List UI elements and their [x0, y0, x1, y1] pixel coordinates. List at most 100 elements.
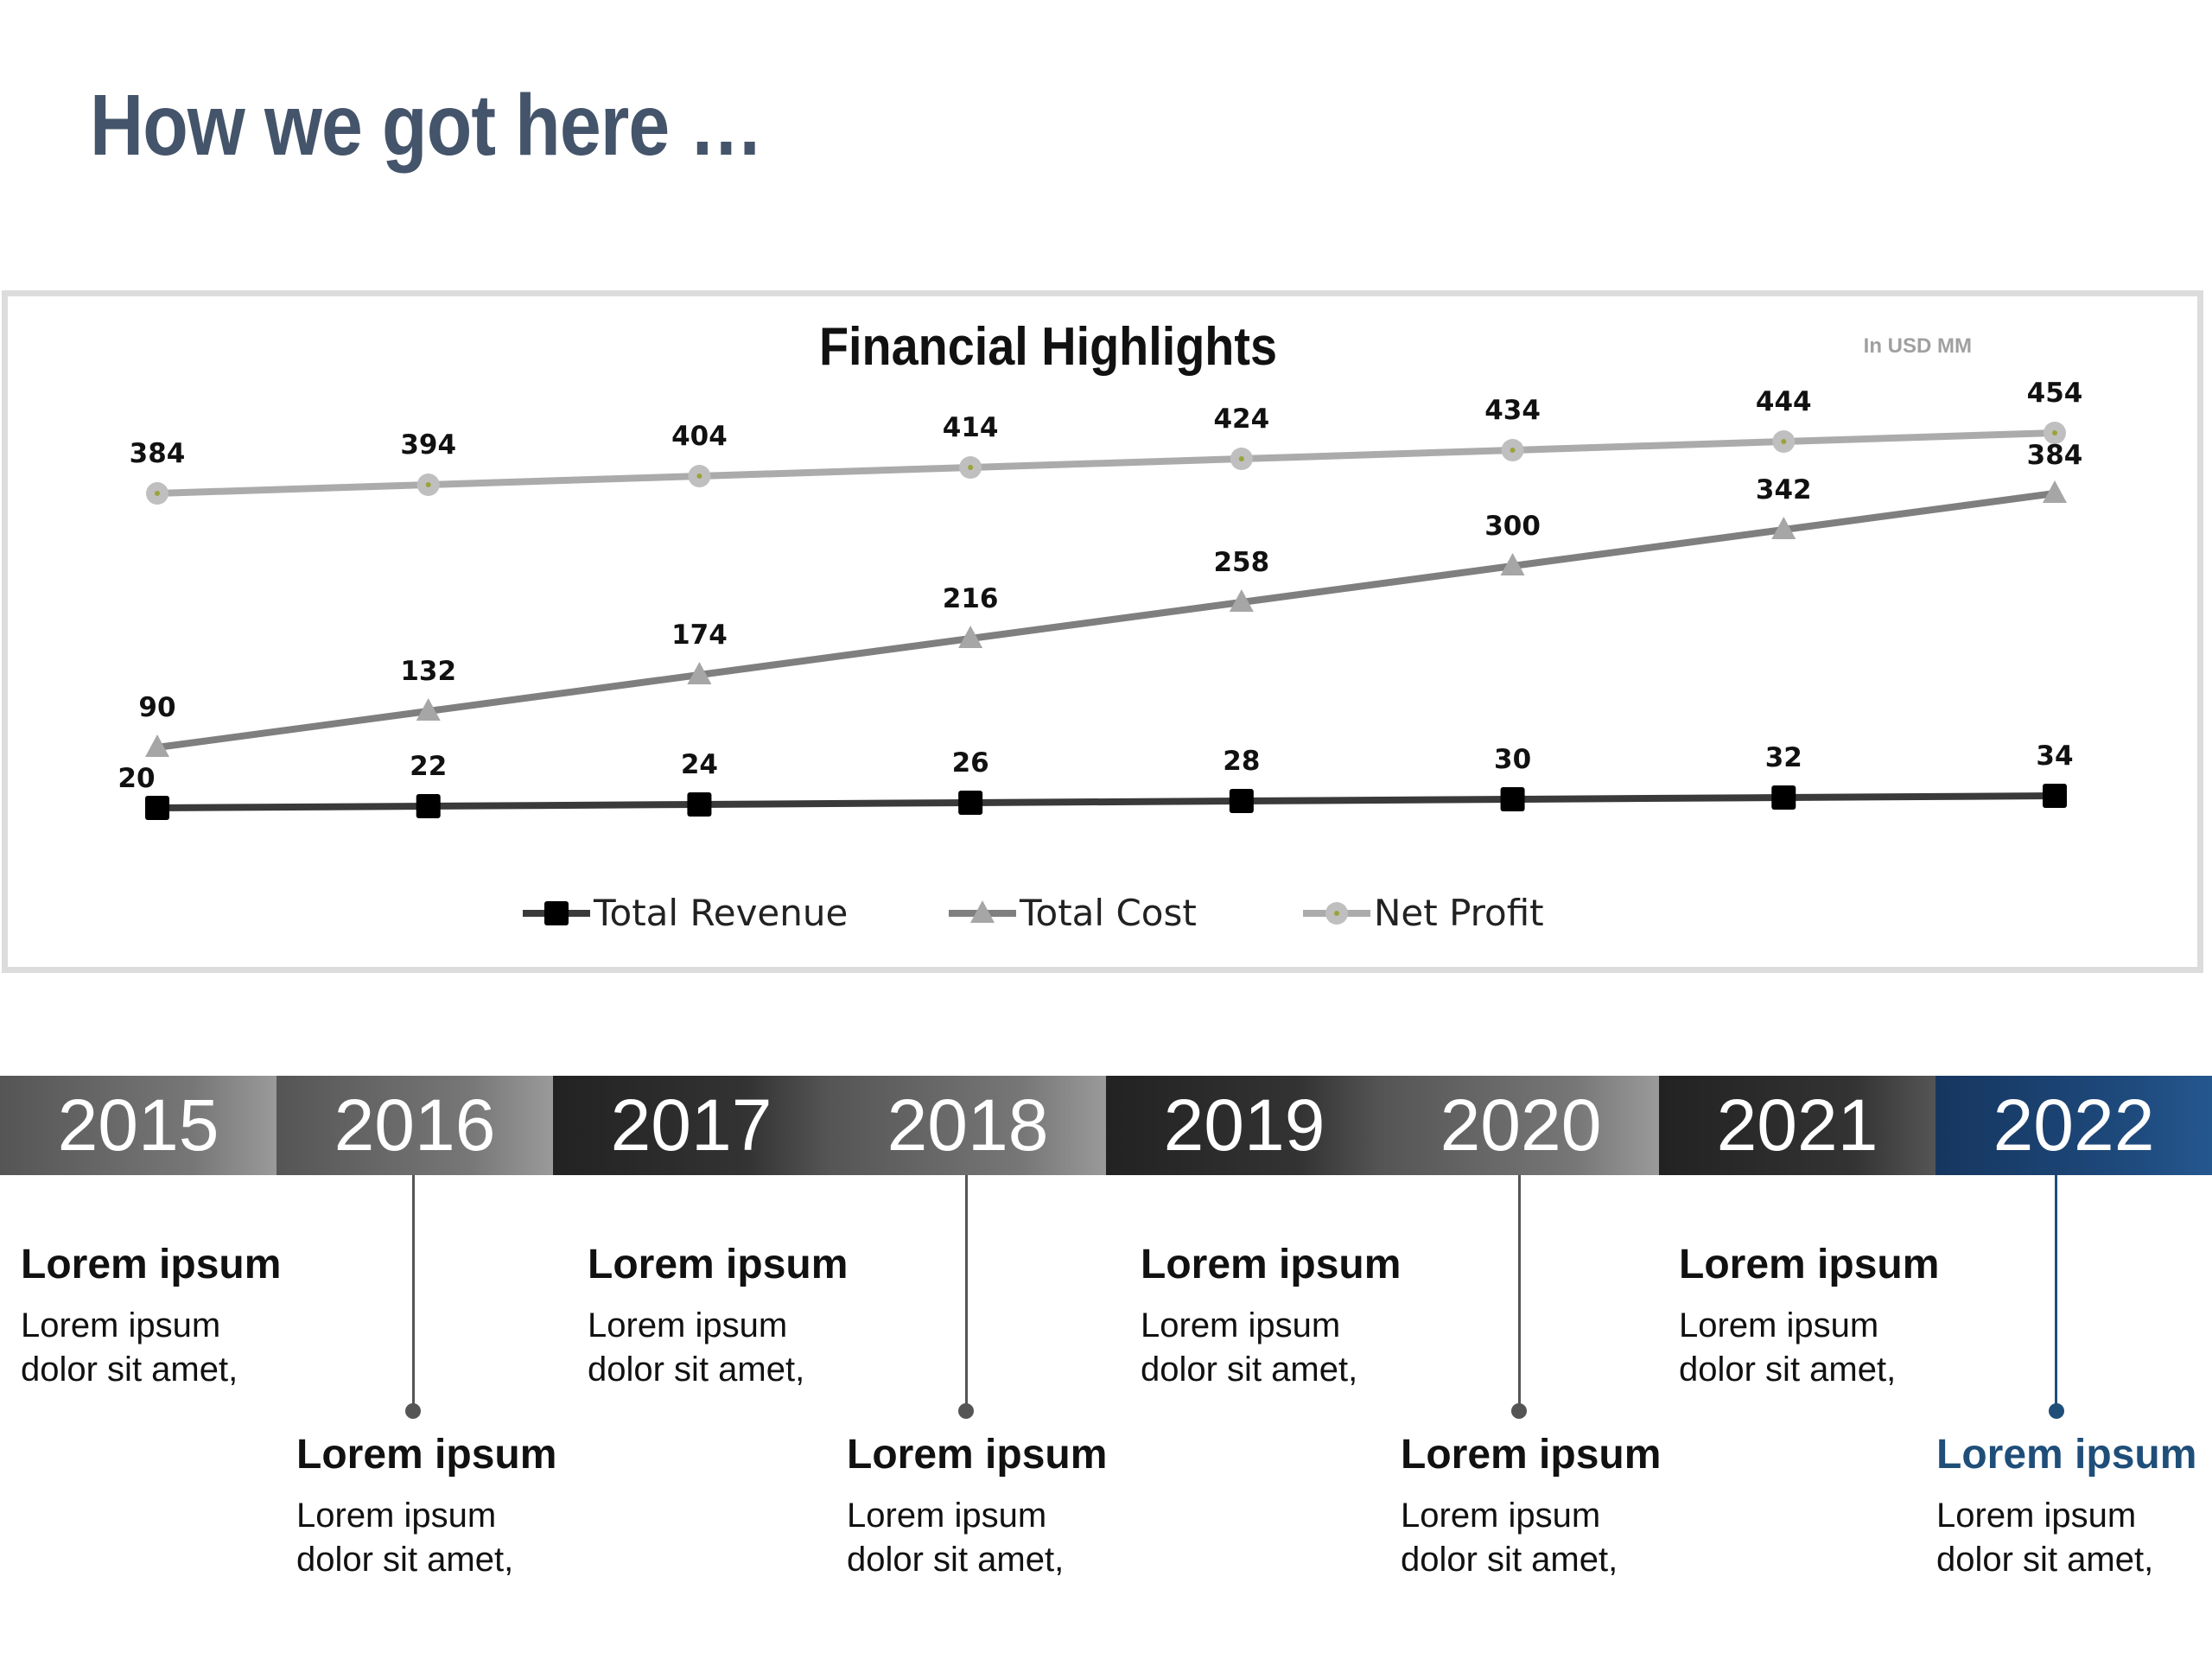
data-point-0 [2043, 784, 2067, 808]
series-line-0 [156, 792, 2056, 811]
data-point-0 [1771, 785, 1796, 810]
data-label: 22 [410, 751, 447, 782]
data-point-0 [145, 796, 169, 820]
timeline-year-2021: 2021 [1659, 1076, 1936, 1175]
note-title: Lorem ipsum [847, 1432, 1108, 1478]
legend-label: Net Profit [1374, 892, 1544, 934]
data-point-2-center [696, 474, 702, 479]
timeline-note-2019: Lorem ipsum Lorem ipsum dolor sit amet, [1141, 1241, 1426, 1392]
chart-frame [2, 290, 2203, 973]
data-label: 394 [400, 429, 456, 461]
data-point-2-center [1510, 448, 1516, 453]
note-line: Lorem ipsum [296, 1497, 497, 1535]
note-line: dolor sit amet, [1679, 1351, 1897, 1389]
data-point-2 [416, 474, 440, 496]
data-point-2 [1501, 439, 1524, 461]
timeline-connector [965, 1175, 968, 1410]
data-label: 258 [1213, 547, 1269, 578]
note-line: Lorem ipsum [588, 1306, 788, 1344]
data-label: 32 [1765, 742, 1802, 773]
note-line: dolor sit amet, [1401, 1541, 1618, 1579]
note-line: Lorem ipsum [1936, 1497, 2137, 1535]
legend-marker [544, 901, 569, 925]
timeline-year-2022: 2022 [1936, 1076, 2212, 1175]
data-label: 34 [2036, 741, 2073, 772]
data-label: 444 [1756, 386, 1812, 417]
note-line: dolor sit amet, [588, 1351, 805, 1389]
data-label: 30 [1494, 744, 1531, 775]
note-line: dolor sit amet, [296, 1541, 514, 1579]
data-label: 24 [681, 749, 718, 780]
data-label: 90 [138, 692, 175, 723]
series-line-1 [156, 490, 2056, 751]
data-point-2 [2044, 422, 2066, 444]
note-title: Lorem ipsum [21, 1242, 282, 1287]
note-title: Lorem ipsum [1141, 1242, 1402, 1287]
note-line: Lorem ipsum [1141, 1306, 1341, 1344]
data-point-1 [1771, 517, 1796, 539]
timeline-dot [1511, 1403, 1527, 1419]
data-point-1 [1229, 589, 1254, 612]
timeline-note-2022: Lorem ipsum Lorem ipsum dolor sit amet, [1936, 1431, 2212, 1582]
data-label: 300 [1484, 511, 1541, 542]
note-title: Lorem ipsum [1679, 1242, 1940, 1287]
timeline-note-2017: Lorem ipsum Lorem ipsum dolor sit amet, [588, 1241, 873, 1392]
timeline-note-2020: Lorem ipsum Lorem ipsum dolor sit amet, [1401, 1431, 1686, 1582]
note-line: dolor sit amet, [21, 1351, 238, 1389]
data-point-1 [958, 626, 983, 648]
data-point-0 [416, 794, 441, 818]
data-label: 342 [1756, 474, 1812, 505]
timeline-connector [412, 1175, 415, 1410]
note-title: Lorem ipsum [296, 1432, 557, 1478]
data-point-0 [1500, 787, 1525, 811]
timeline-year-2020: 2020 [1382, 1076, 1659, 1175]
timeline-note-2021: Lorem ipsum Lorem ipsum dolor sit amet, [1679, 1241, 1964, 1392]
timeline-dot [405, 1403, 421, 1419]
note-title-accent: Lorem ipsum [1936, 1432, 2197, 1478]
data-label: 414 [943, 412, 999, 443]
data-point-1 [1500, 553, 1525, 575]
data-label: 28 [1223, 746, 1260, 777]
data-point-2 [1772, 430, 1796, 453]
data-point-0 [958, 791, 983, 815]
legend-marker [1325, 902, 1348, 925]
note-line: Lorem ipsum [1401, 1497, 1601, 1535]
data-label: 434 [1484, 395, 1541, 426]
data-point-0 [1229, 789, 1254, 813]
data-point-2 [688, 465, 711, 487]
series-line-2 [156, 429, 2056, 497]
legend-label: Total Cost [1019, 892, 1197, 934]
data-label: 424 [1213, 404, 1269, 435]
data-label: 216 [943, 583, 999, 614]
data-label: 174 [671, 620, 728, 651]
data-label: 132 [400, 656, 456, 687]
timeline-connector [1518, 1175, 1521, 1410]
data-point-2 [146, 482, 168, 505]
timeline-bar: 2015 2016 2017 2018 2019 2020 2021 2022 [0, 1076, 2212, 1175]
data-label: 404 [671, 421, 728, 452]
timeline-year-2016: 2016 [276, 1076, 553, 1175]
legend-label: Total Revenue [593, 892, 848, 934]
data-label: 26 [952, 747, 989, 779]
data-point-1 [145, 734, 169, 757]
page-title: How we got here … [90, 77, 763, 174]
data-point-2 [1230, 448, 1253, 470]
timeline-year-2018: 2018 [830, 1076, 1106, 1175]
data-point-1 [687, 662, 712, 684]
data-point-1 [2043, 480, 2067, 503]
data-point-2-center [1781, 439, 1787, 444]
timeline-year-2019: 2019 [1106, 1076, 1382, 1175]
note-title: Lorem ipsum [588, 1242, 849, 1287]
legend-marker [970, 900, 995, 923]
data-point-1 [416, 698, 441, 721]
timeline-dot [958, 1403, 974, 1419]
note-line: Lorem ipsum [21, 1306, 221, 1344]
chart-unit-note: In USD MM [1863, 334, 1972, 358]
note-line: Lorem ipsum [847, 1497, 1047, 1535]
data-label: 20 [118, 763, 155, 794]
timeline-year-2017: 2017 [553, 1076, 830, 1175]
timeline-year-2015: 2015 [0, 1076, 276, 1175]
timeline-dot-accent [2049, 1403, 2064, 1419]
line-chart: Financial Highlights 384 394 404 414 424 434 44… [118, 317, 2082, 934]
timeline-note-2018: Lorem ipsum Lorem ipsum dolor sit amet, [847, 1431, 1132, 1582]
